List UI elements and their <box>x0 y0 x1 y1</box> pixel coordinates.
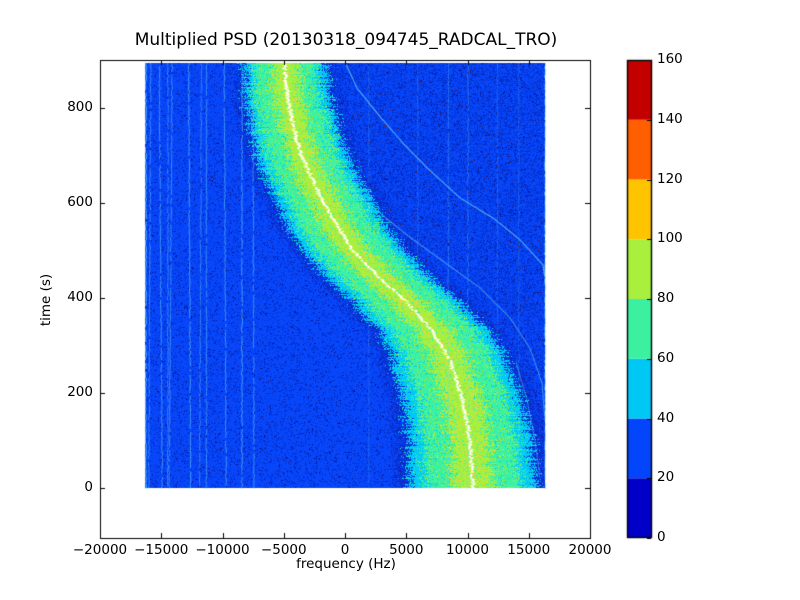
y-tick-label: 800 <box>67 98 93 115</box>
colorbar-tick-label: 160 <box>657 51 683 67</box>
x-axis-label: frequency (Hz) <box>296 556 396 572</box>
x-tick-label: −15000 <box>134 542 189 558</box>
y-tick-label: 200 <box>67 383 93 400</box>
x-tick-label: 5000 <box>389 542 424 558</box>
y-tick-label: 0 <box>84 479 93 496</box>
colorbar-tick-label: 80 <box>657 290 675 306</box>
x-tick-label: 10000 <box>446 542 489 558</box>
colorbar-tick-label: 120 <box>657 170 683 187</box>
chart-title: Multiplied PSD (20130318_094745_RADCAL_T… <box>134 30 558 50</box>
colorbar-tick-label: 60 <box>657 349 675 366</box>
colorbar-tick-label: 20 <box>657 469 675 486</box>
x-tick-label: −10000 <box>195 542 250 558</box>
x-tick-label: −20000 <box>72 542 128 558</box>
x-tick-label: 20000 <box>568 542 612 558</box>
colorbar-tick-label: 100 <box>657 230 683 247</box>
y-tick-label: 400 <box>67 288 93 305</box>
y-tick-label: 600 <box>67 193 93 210</box>
x-tick-label: 0 <box>340 542 350 558</box>
colorbar-tick-label: 140 <box>657 110 683 127</box>
colorbar-tick-label: 0 <box>657 529 666 545</box>
x-tick-label: 15000 <box>507 542 551 558</box>
colorbar-tick-label: 40 <box>657 409 675 426</box>
x-tick-label: −5000 <box>260 542 307 558</box>
